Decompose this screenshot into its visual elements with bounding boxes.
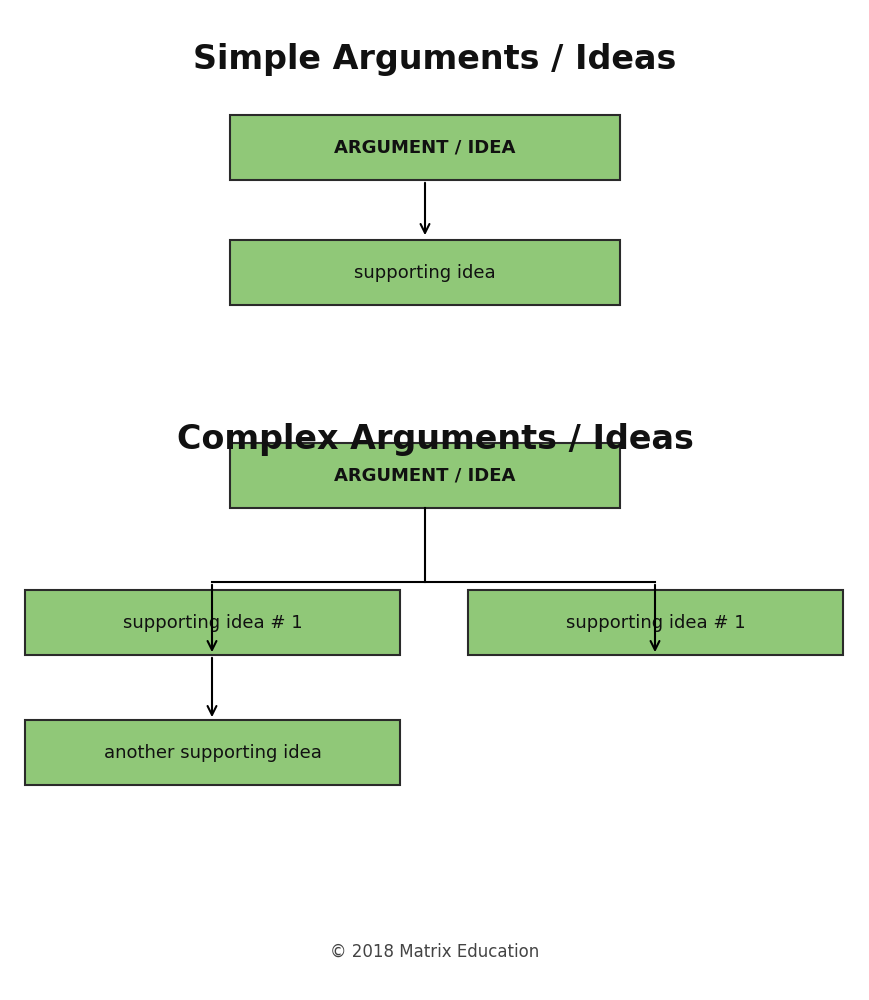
Text: ARGUMENT / IDEA: ARGUMENT / IDEA <box>334 466 515 485</box>
Text: another supporting idea: another supporting idea <box>103 744 321 762</box>
Bar <box>229 115 620 180</box>
Bar <box>229 240 620 305</box>
Text: Complex Arguments / Ideas: Complex Arguments / Ideas <box>176 424 693 456</box>
Text: ARGUMENT / IDEA: ARGUMENT / IDEA <box>334 138 515 156</box>
Text: Simple Arguments / Ideas: Simple Arguments / Ideas <box>193 43 676 77</box>
Text: supporting idea: supporting idea <box>354 263 495 282</box>
Text: supporting idea # 1: supporting idea # 1 <box>565 613 745 632</box>
Bar <box>25 590 400 655</box>
Bar <box>229 443 620 508</box>
Bar <box>468 590 842 655</box>
Text: supporting idea # 1: supporting idea # 1 <box>123 613 302 632</box>
Bar <box>25 720 400 785</box>
Text: © 2018 Matrix Education: © 2018 Matrix Education <box>330 943 539 961</box>
